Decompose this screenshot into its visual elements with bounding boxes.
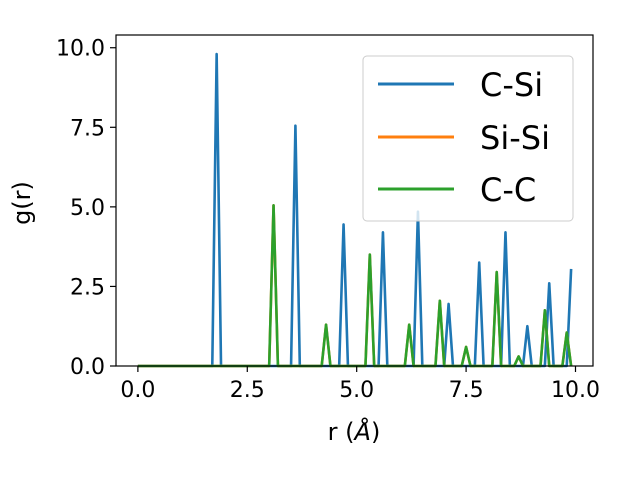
y-tick-label: 10.0	[56, 37, 105, 62]
y-tick-label: 2.5	[70, 275, 105, 300]
x-tick-label: 2.5	[230, 378, 265, 403]
y-tick-label: 7.5	[70, 116, 105, 141]
x-axis-label-close: )	[371, 418, 380, 446]
legend-label-si-si: Si-Si	[480, 119, 550, 157]
x-tick-label: 10.0	[551, 378, 600, 403]
x-axis-label-unit: Å	[353, 417, 371, 446]
legend-frame	[362, 55, 574, 222]
x-tick-label: 0.0	[120, 378, 155, 403]
y-axis-ticks: 0.0 2.5 5.0 7.5 10.0	[56, 37, 116, 380]
legend: C-Si Si-Si C-C	[362, 55, 574, 222]
legend-label-c-si: C-Si	[480, 66, 543, 104]
x-axis-ticks: 0.0 2.5 5.0 7.5 10.0	[120, 366, 600, 403]
y-tick-label: 5.0	[70, 196, 105, 221]
y-axis-label: g(r)	[8, 181, 36, 225]
legend-label-c-c: C-C	[480, 171, 536, 209]
x-tick-label: 5.0	[339, 378, 374, 403]
plot-frame	[115, 34, 594, 367]
y-tick-label: 0.0	[70, 355, 105, 380]
x-axis-label-main: r (	[328, 418, 355, 446]
x-tick-label: 7.5	[449, 378, 484, 403]
x-axis-label: r (Å)	[328, 417, 381, 446]
